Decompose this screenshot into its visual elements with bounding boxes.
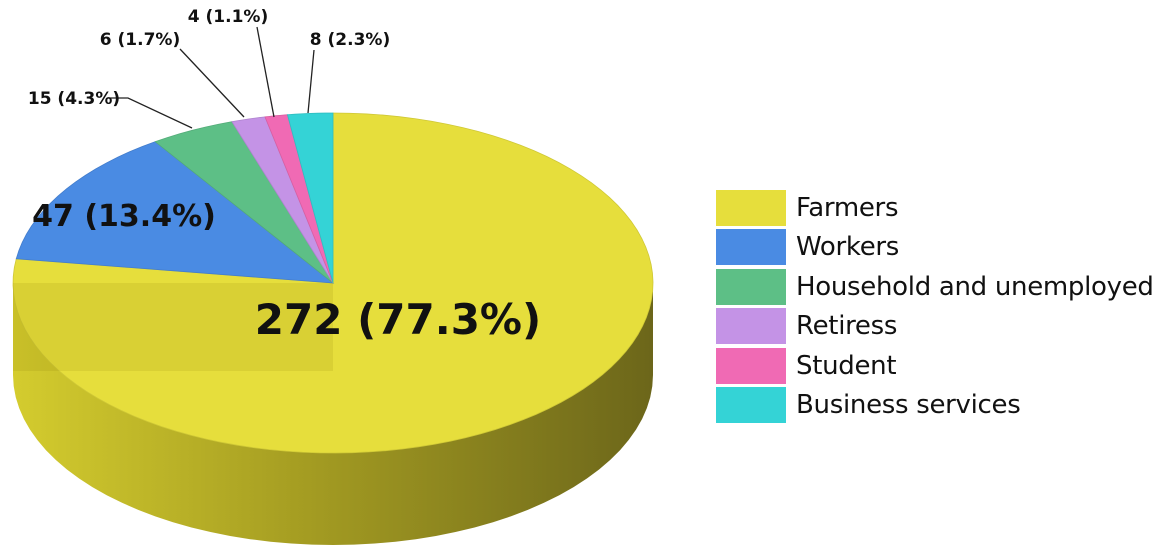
data-label-student: 4 (1.1%) bbox=[188, 7, 268, 27]
data-label-retiress: 6 (1.7%) bbox=[100, 30, 180, 50]
legend-label: Household and unemployed bbox=[796, 271, 1154, 302]
legend-item-retiress: Retiress bbox=[716, 307, 1166, 347]
legend-label: Farmers bbox=[796, 192, 899, 223]
legend-swatch-household-and-unemployed bbox=[716, 268, 786, 305]
legend-label: Business services bbox=[796, 390, 1021, 421]
legend-item-student: Student bbox=[716, 346, 1166, 386]
data-label-workers: 47 (13.4%) bbox=[32, 199, 216, 234]
legend-item-workers: Workers bbox=[716, 228, 1166, 268]
legend-label: Student bbox=[796, 350, 897, 381]
legend-swatch-farmers bbox=[716, 189, 786, 226]
leader-line-retiress bbox=[179, 48, 245, 118]
legend-item-farmers: Farmers bbox=[716, 188, 1166, 228]
legend-swatch-student bbox=[716, 347, 786, 384]
leader-line-household-and-unemployed bbox=[108, 97, 193, 129]
legend-item-household-and-unemployed: Household and unemployed bbox=[716, 267, 1166, 307]
leader-line-business-services bbox=[307, 49, 315, 114]
pie-side-farmers bbox=[13, 283, 653, 545]
legend-item-business-services: Business services bbox=[716, 386, 1166, 426]
legend-swatch-workers bbox=[716, 229, 786, 266]
pie-slice-retiress bbox=[231, 116, 334, 284]
data-labels: 272 (77.3%) 47 (13.4%) 15 (4.3%) 6 (1.7%) 4 … bbox=[28, 7, 541, 344]
legend-swatch-business-services bbox=[716, 387, 786, 424]
leader-lines bbox=[108, 26, 315, 129]
legend-label: Workers bbox=[796, 232, 900, 263]
pie-slice-workers bbox=[15, 141, 335, 284]
data-label-business-services: 8 (2.3%) bbox=[310, 30, 390, 50]
data-label-farmers: 272 (77.3%) bbox=[255, 295, 541, 344]
legend-swatch-retiress bbox=[716, 308, 786, 345]
pie-slice-student bbox=[264, 114, 334, 284]
pie-side-walls bbox=[13, 283, 653, 545]
data-label-household-and-unemployed: 15 (4.3%) bbox=[28, 89, 120, 109]
pie-slice-household-and-unemployed bbox=[154, 121, 334, 284]
pie-slice-business-services bbox=[286, 112, 334, 284]
legend: Farmers Workers Household and unemployed… bbox=[716, 188, 1166, 425]
legend-label: Retiress bbox=[796, 311, 898, 342]
pie-top-face bbox=[12, 112, 654, 454]
leader-line-student bbox=[256, 26, 275, 118]
pie-inner-shade bbox=[13, 283, 333, 371]
